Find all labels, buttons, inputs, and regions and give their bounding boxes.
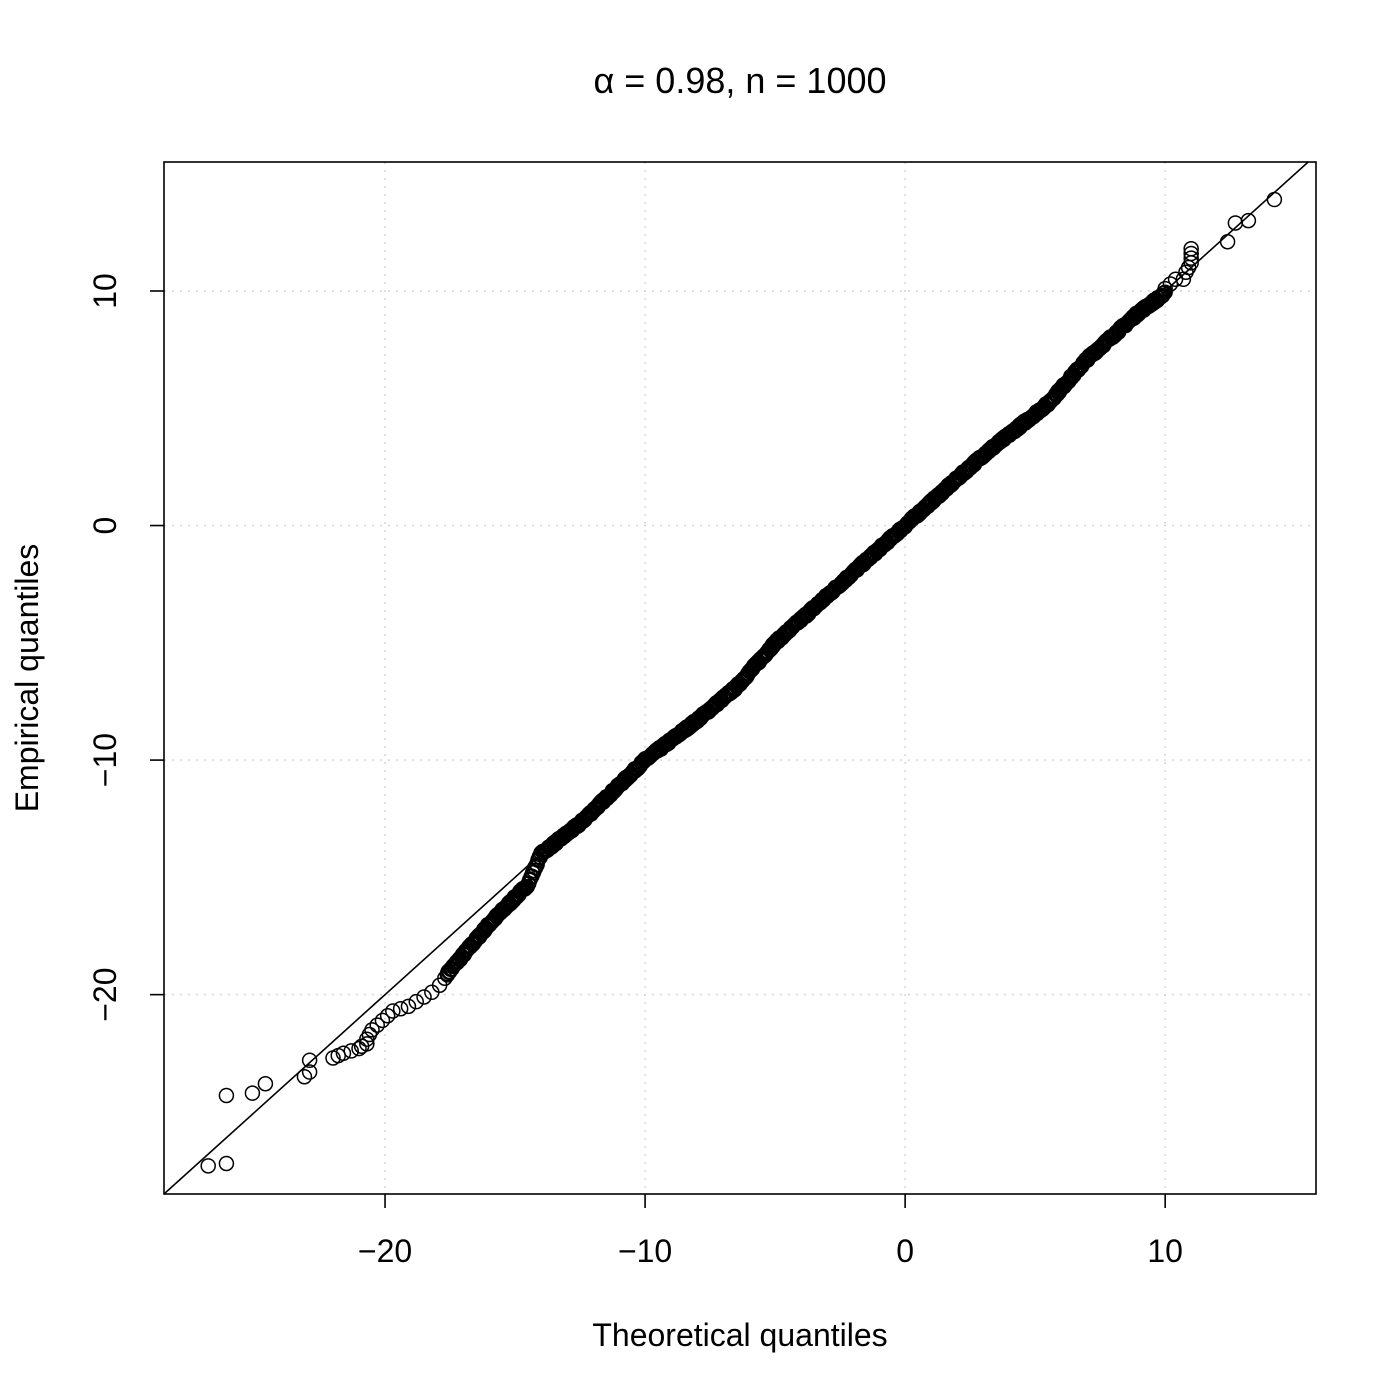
data-point (1157, 284, 1173, 301)
y-tick-label: −10 (87, 733, 123, 787)
data-point (374, 1012, 391, 1029)
data-point (343, 1043, 359, 1059)
grid-lines (164, 162, 1316, 1194)
data-point (1167, 271, 1184, 288)
y-axis-title: Empirical quantiles (9, 544, 45, 813)
x-tick-label: −10 (618, 1233, 672, 1269)
data-point (392, 1000, 409, 1017)
data-point (400, 998, 417, 1015)
data-point (364, 1022, 380, 1038)
x-tick-label: 0 (896, 1233, 914, 1269)
data-point (244, 1085, 261, 1101)
data-point (218, 1087, 235, 1104)
data-point (1240, 212, 1257, 229)
data-point (218, 1155, 235, 1172)
data-point (1149, 292, 1166, 309)
data-point (379, 1007, 396, 1024)
data-point (1183, 245, 1199, 262)
y-tick-label: 0 (87, 517, 123, 535)
y-tick-label: 10 (87, 273, 123, 309)
data-point (351, 1040, 367, 1057)
data-point (335, 1045, 352, 1062)
x-tick-label: −20 (358, 1233, 412, 1269)
data-point (359, 1036, 375, 1052)
data-point (1183, 250, 1199, 266)
data-point (257, 1076, 274, 1092)
data-point (439, 965, 456, 982)
data-point (1266, 191, 1283, 208)
data-point (369, 1017, 385, 1033)
data-point (408, 993, 424, 1010)
data-point (301, 1052, 318, 1069)
x-axis: −20 −10 0 10 (358, 1194, 1183, 1269)
data-point (296, 1068, 313, 1085)
data-point (301, 1064, 318, 1080)
x-axis-title: Theoretical quantiles (592, 1317, 887, 1353)
y-axis: −20 −10 0 10 (87, 273, 164, 1022)
data-point (1157, 280, 1173, 297)
data-point (1154, 287, 1171, 304)
data-point (1219, 233, 1236, 250)
data-point (200, 1158, 216, 1174)
data-point (1183, 241, 1199, 257)
x-tick-label: 10 (1147, 1233, 1183, 1269)
chart-title: α = 0.98, n = 1000 (593, 60, 886, 101)
data-points (200, 191, 1283, 1174)
data-point (385, 1003, 401, 1019)
y-tick-label: −20 (87, 967, 123, 1021)
data-point (416, 989, 432, 1005)
plot-frame (163, 161, 1317, 1195)
